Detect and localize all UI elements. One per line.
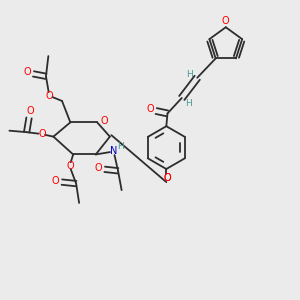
Text: O: O (46, 91, 53, 100)
Text: H: H (117, 142, 124, 151)
Text: O: O (66, 161, 74, 171)
Text: O: O (222, 16, 230, 26)
Text: H: H (186, 70, 193, 79)
Text: O: O (24, 68, 32, 77)
Text: O: O (27, 106, 34, 116)
Text: H: H (185, 99, 192, 108)
Text: O: O (146, 104, 154, 114)
Text: O: O (38, 129, 46, 139)
Text: O: O (52, 176, 59, 186)
Text: O: O (163, 173, 171, 183)
Text: N: N (110, 146, 117, 157)
Text: O: O (101, 116, 108, 126)
Text: O: O (164, 173, 171, 183)
Text: O: O (94, 163, 102, 173)
